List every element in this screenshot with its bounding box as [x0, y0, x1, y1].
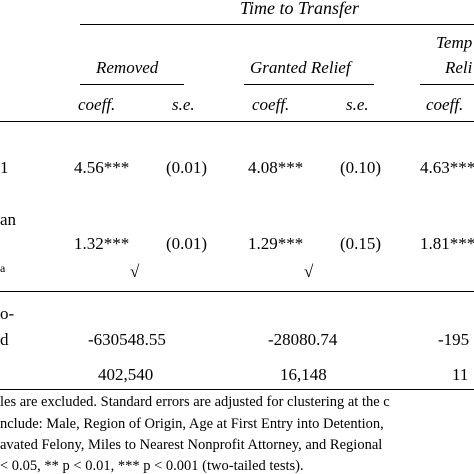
row1-granted-coeff: 4.08*** [248, 158, 304, 177]
row2-temp-coeff: 1.81*** [420, 234, 474, 253]
note-line-3: avated Felony, Miles to Nearest Nonprofi… [0, 437, 383, 453]
row3-rule [0, 291, 474, 292]
subheader-coeff-removed: coeff. [78, 95, 116, 114]
row2-granted-coeff: 1.29*** [248, 234, 304, 253]
row1-removed-se: (0.01) [166, 158, 208, 177]
column-header-temp-line1: Temp [436, 33, 473, 52]
subheader-se-removed: s.e. [172, 95, 195, 114]
row4-removed-value: -630548.55 [88, 330, 166, 349]
row5-removed-value: 402,540 [98, 365, 154, 384]
column-header-temp-line2: Reli [445, 58, 473, 77]
row4-granted-value: -28080.74 [268, 330, 338, 349]
header-rule [80, 24, 474, 25]
note-line-1: les are excluded. Standard errors are ad… [0, 394, 390, 410]
column-header-removed: Removed [96, 58, 159, 77]
temp-rule [420, 84, 474, 85]
row4-temp-value: -195 [438, 330, 470, 349]
subheader-rule [0, 121, 474, 122]
column-header-granted-relief: Granted Relief [250, 58, 351, 77]
row1-temp-coeff: 4.63*** [420, 158, 474, 177]
subheader-se-granted: s.e. [346, 95, 369, 114]
table-bottom-rule [0, 389, 474, 390]
granted-rule [244, 84, 374, 85]
row-label-1: 1 [0, 158, 9, 177]
note-line-2: nclude: Male, Region of Origin, Age at F… [0, 416, 384, 432]
removed-rule [80, 84, 184, 85]
row1-removed-coeff: 4.56*** [74, 158, 130, 177]
note-line-4: < 0.05, ** p < 0.01, *** p < 0.001 (two-… [0, 458, 304, 474]
row2-granted-se: (0.15) [340, 234, 382, 253]
subheader-coeff-granted: coeff. [252, 95, 290, 114]
column-group-title: Time to Transfer [240, 0, 360, 18]
row-label-4a: o- [0, 304, 15, 323]
row2-removed-coeff: 1.32*** [74, 234, 130, 253]
row5-temp-value: 11 [452, 365, 469, 384]
row-label-4b: d [0, 330, 9, 349]
row3-granted-check: √ [304, 262, 314, 281]
subheader-coeff-temp: coeff. [426, 95, 464, 114]
row3-removed-check: √ [130, 262, 140, 281]
row-label-2a: an [0, 210, 17, 229]
row1-granted-se: (0.10) [340, 158, 382, 177]
row-label-2b: a [0, 261, 6, 275]
row2-removed-se: (0.01) [166, 234, 208, 253]
row5-granted-value: 16,148 [280, 365, 327, 384]
